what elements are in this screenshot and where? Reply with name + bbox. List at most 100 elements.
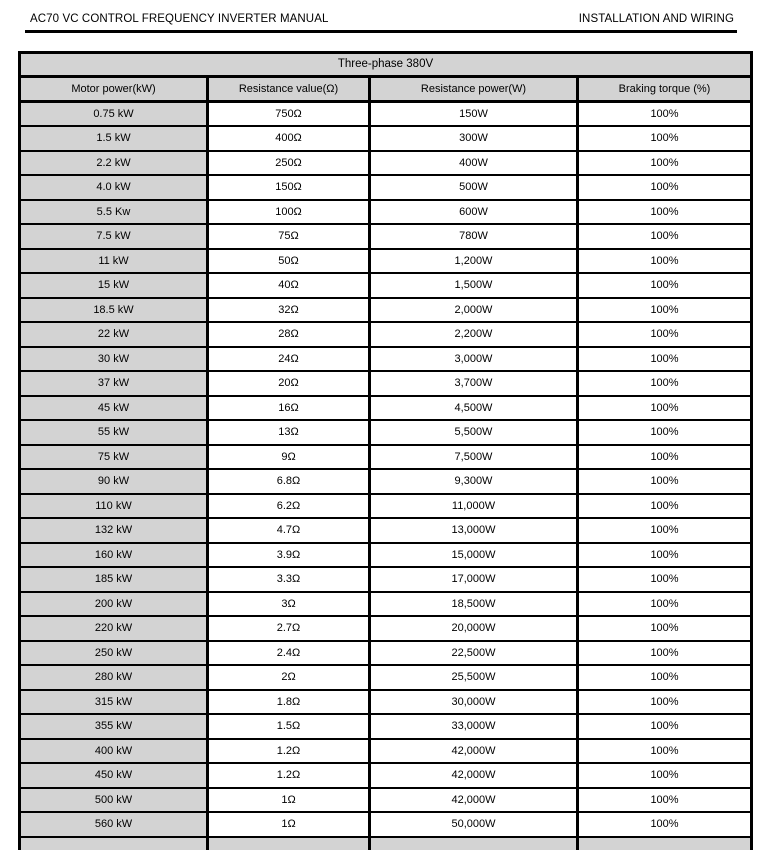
value-cell: 300W — [368, 125, 579, 152]
motor-power-cell: 30 kW — [18, 345, 209, 372]
value-cell: 1Ω — [206, 811, 371, 838]
value-cell: 100Ω — [206, 198, 371, 225]
value-cell: 150Ω — [206, 174, 371, 201]
value-cell: 780W — [368, 223, 579, 250]
value-cell: 3Ω — [206, 590, 371, 617]
value-cell: 100% — [575, 517, 754, 544]
value-cell: 75Ω — [206, 223, 371, 250]
value-cell: 2,200W — [368, 321, 579, 348]
table-row: 132 kW 4.7Ω 13,000W 100% — [18, 517, 754, 544]
motor-power-cell: 280 kW — [18, 664, 209, 691]
value-cell: 33,000W — [368, 713, 579, 740]
value-cell: 13,000W — [368, 517, 579, 544]
value-cell: 9,300W — [368, 468, 579, 495]
motor-power-cell: 250 kW — [18, 639, 209, 666]
table-row: 355 kW 1.5Ω 33,000W 100% — [18, 713, 754, 740]
value-cell: 100% — [575, 419, 754, 446]
value-cell: 1.8Ω — [206, 688, 371, 715]
table-row: 30 kW 24Ω 3,000W 100% — [18, 345, 754, 372]
value-cell: 4.7Ω — [206, 517, 371, 544]
column-header: Resistance power(W) — [368, 75, 579, 103]
motor-power-cell: 132 kW — [18, 517, 209, 544]
motor-power-cell: 315 kW — [18, 688, 209, 715]
value-cell: 100% — [575, 615, 754, 642]
table-row: 18.5 kW 32Ω 2,000W 100% — [18, 296, 754, 323]
value-cell: 100% — [575, 664, 754, 691]
value-cell: 100% — [575, 713, 754, 740]
table-row-partial — [18, 835, 754, 850]
value-cell: 100% — [575, 174, 754, 201]
value-cell: 4,500W — [368, 394, 579, 421]
table-body: 0.75 kW 750Ω 150W 100% 1.5 kW 400Ω 300W 100% 2.2… — [18, 100, 754, 838]
motor-power-cell: 75 kW — [18, 443, 209, 470]
table-row: 55 kW 13Ω 5,500W 100% — [18, 419, 754, 446]
value-cell: 100% — [575, 443, 754, 470]
table-row: 11 kW 50Ω 1,200W 100% — [18, 247, 754, 274]
table-row: 110 kW 6.2Ω 11,000W 100% — [18, 492, 754, 519]
value-cell: 100% — [575, 762, 754, 789]
value-cell: 100% — [575, 149, 754, 176]
header-rule — [25, 30, 737, 33]
value-cell: 1.5Ω — [206, 713, 371, 740]
table-section-row: Three-phase 380V — [17, 51, 754, 78]
motor-power-cell: 185 kW — [18, 566, 209, 593]
motor-power-cell: 500 kW — [18, 786, 209, 813]
value-cell: 15,000W — [368, 541, 579, 568]
motor-power-cell: 7.5 kW — [18, 223, 209, 250]
table-header-row: Motor power(kW) Resistance value(Ω) Resist… — [18, 75, 754, 103]
motor-power-cell: 90 kW — [18, 468, 209, 495]
table-row: 160 kW 3.9Ω 15,000W 100% — [18, 541, 754, 568]
column-header: Motor power(kW) — [18, 75, 209, 103]
table-row: 250 kW 2.4Ω 22,500W 100% — [18, 639, 754, 666]
table-row: 37 kW 20Ω 3,700W 100% — [18, 370, 754, 397]
value-cell: 100% — [575, 394, 754, 421]
value-cell: 42,000W — [368, 762, 579, 789]
table-row: 400 kW 1.2Ω 42,000W 100% — [18, 737, 754, 764]
value-cell: 18,500W — [368, 590, 579, 617]
motor-power-cell: 450 kW — [18, 762, 209, 789]
value-cell: 100% — [575, 639, 754, 666]
value-cell: 6.8Ω — [206, 468, 371, 495]
value-cell: 28Ω — [206, 321, 371, 348]
table-row: 200 kW 3Ω 18,500W 100% — [18, 590, 754, 617]
table-row: 560 kW 1Ω 50,000W 100% — [18, 811, 754, 838]
value-cell: 13Ω — [206, 419, 371, 446]
table-row: 90 kW 6.8Ω 9,300W 100% — [18, 468, 754, 495]
value-cell: 24Ω — [206, 345, 371, 372]
motor-power-cell: 0.75 kW — [18, 100, 209, 127]
motor-power-cell: 1.5 kW — [18, 125, 209, 152]
value-cell: 750Ω — [206, 100, 371, 127]
value-cell: 100% — [575, 321, 754, 348]
value-cell: 1Ω — [206, 786, 371, 813]
motor-power-cell: 400 kW — [18, 737, 209, 764]
value-cell: 100% — [575, 370, 754, 397]
value-cell: 500W — [368, 174, 579, 201]
table-section-title: Three-phase 380V — [17, 51, 754, 78]
value-cell: 400W — [368, 149, 579, 176]
value-cell: 100% — [575, 566, 754, 593]
value-cell: 100% — [575, 100, 754, 127]
value-cell: 100% — [575, 198, 754, 225]
value-cell: 6.2Ω — [206, 492, 371, 519]
value-cell: 3,700W — [368, 370, 579, 397]
page-header: AC70 VC CONTROL FREQUENCY INVERTER MANUA… — [0, 0, 760, 26]
motor-power-cell: 220 kW — [18, 615, 209, 642]
motor-power-cell: 11 kW — [18, 247, 209, 274]
value-cell: 400Ω — [206, 125, 371, 152]
value-cell: 250Ω — [206, 149, 371, 176]
motor-power-cell: 200 kW — [18, 590, 209, 617]
motor-power-cell: 4.0 kW — [18, 174, 209, 201]
motor-power-cell: 355 kW — [18, 713, 209, 740]
table-row: 1.5 kW 400Ω 300W 100% — [18, 125, 754, 152]
value-cell: 30,000W — [368, 688, 579, 715]
value-cell: 3.3Ω — [206, 566, 371, 593]
table-row: 220 kW 2.7Ω 20,000W 100% — [18, 615, 754, 642]
value-cell: 100% — [575, 468, 754, 495]
table-row: 75 kW 9Ω 7,500W 100% — [18, 443, 754, 470]
value-cell: 9Ω — [206, 443, 371, 470]
value-cell: 100% — [575, 786, 754, 813]
value-cell: 25,500W — [368, 664, 579, 691]
motor-power-cell: 55 kW — [18, 419, 209, 446]
value-cell: 100% — [575, 492, 754, 519]
value-cell: 100% — [575, 125, 754, 152]
